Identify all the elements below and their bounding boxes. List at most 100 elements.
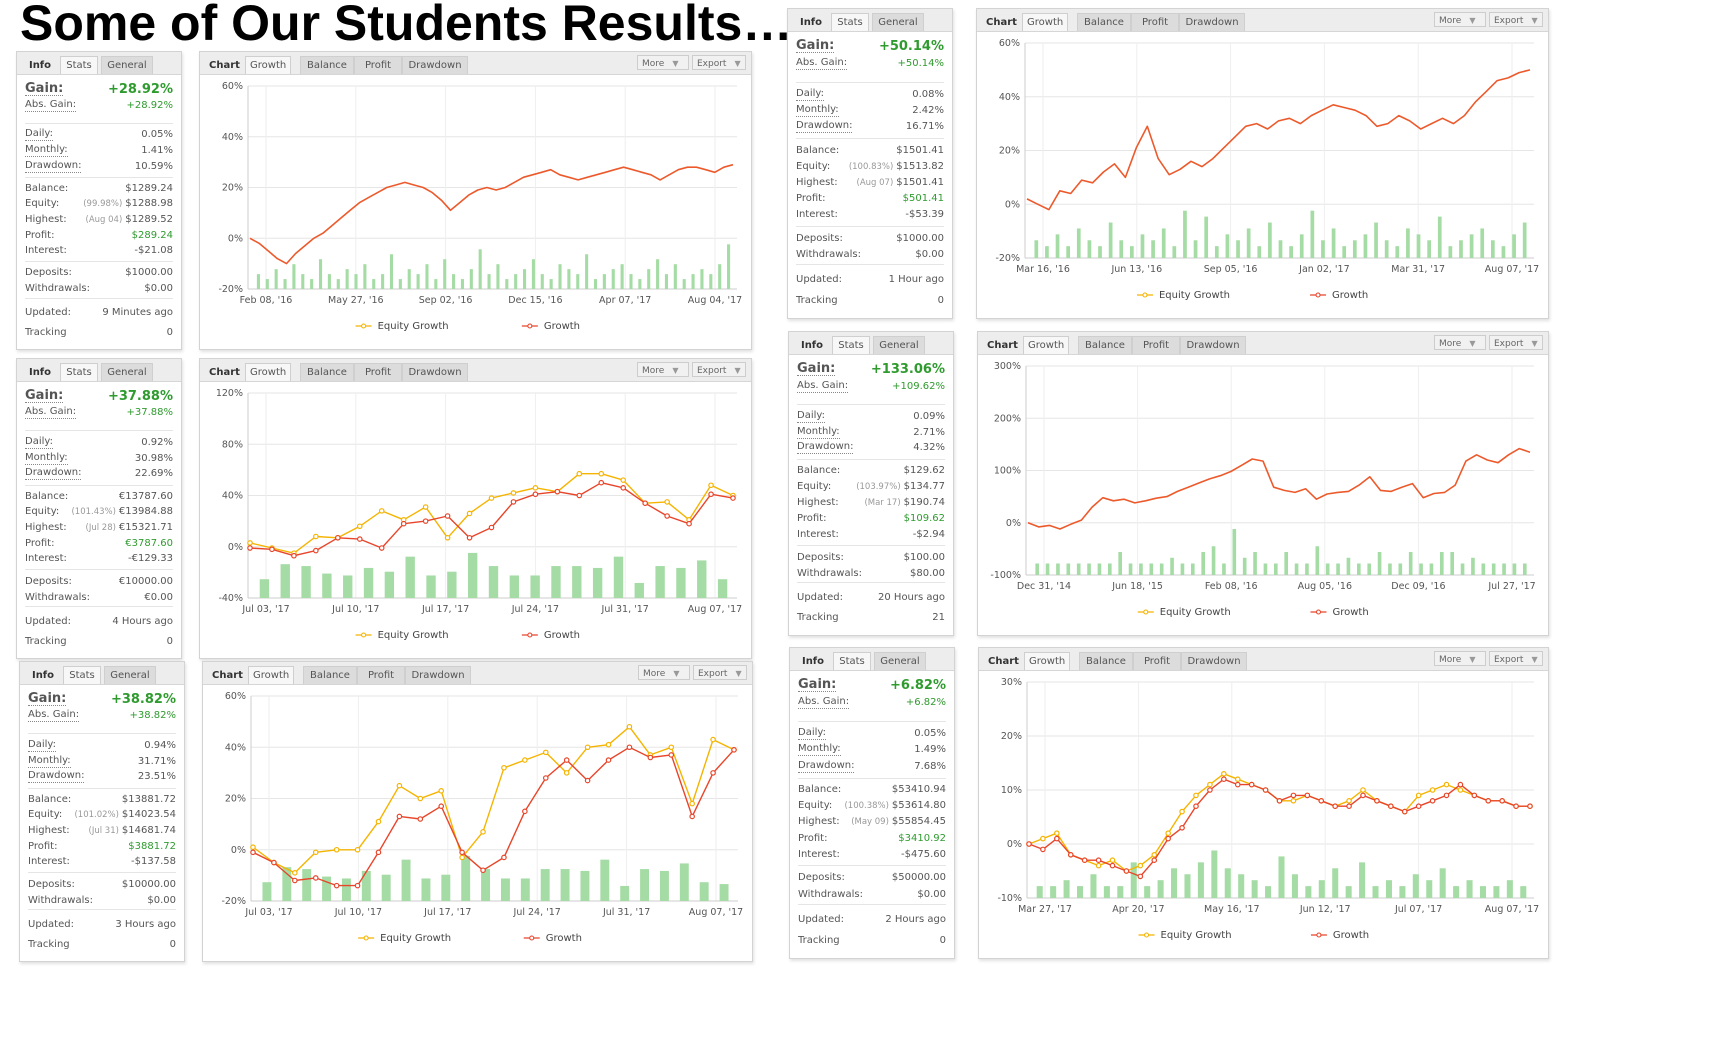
stat-value: 10.59% — [135, 159, 173, 175]
tab-general[interactable]: General — [872, 13, 924, 31]
legend-growth[interactable]: Growth — [1332, 290, 1368, 301]
more-dropdown[interactable]: More ▼ — [637, 55, 689, 70]
tab-growth[interactable]: Growth — [245, 56, 291, 74]
more-dropdown[interactable]: More ▼ — [1434, 12, 1486, 27]
tab-stats[interactable]: Stats — [60, 363, 98, 381]
tab-drawdown[interactable]: Drawdown — [1180, 336, 1246, 354]
tab-general[interactable]: General — [101, 363, 153, 381]
tab-chart[interactable]: Chart — [988, 656, 1019, 667]
legend-equity-growth[interactable]: Equity Growth — [378, 321, 449, 332]
legend-equity-growth[interactable]: Equity Growth — [378, 630, 449, 641]
legend-equity-growth[interactable]: Equity Growth — [1161, 930, 1232, 941]
more-dropdown[interactable]: More ▼ — [1434, 335, 1486, 350]
tab-drawdown[interactable]: Drawdown — [1181, 652, 1247, 670]
chevron-down-icon: ▼ — [1469, 16, 1476, 25]
volume-bar — [1427, 240, 1431, 258]
tab-drawdown[interactable]: Drawdown — [405, 666, 471, 684]
tab-chart[interactable]: Chart — [209, 60, 240, 71]
tab-stats[interactable]: Stats — [833, 652, 871, 670]
legend-growth[interactable]: Growth — [544, 321, 580, 332]
volume-bar — [421, 878, 431, 901]
export-dropdown[interactable]: Export ▼ — [693, 665, 747, 680]
tab-stats[interactable]: Stats — [63, 666, 101, 684]
tab-stats[interactable]: Stats — [831, 13, 869, 31]
tab-info[interactable]: Info — [28, 367, 52, 378]
tab-balance[interactable]: Balance — [300, 363, 354, 381]
tab-growth[interactable]: Growth — [1024, 652, 1070, 670]
export-dropdown[interactable]: Export ▼ — [692, 55, 746, 70]
tab-info[interactable]: Info — [799, 17, 823, 28]
export-dropdown[interactable]: Export ▼ — [1489, 651, 1543, 666]
tab-drawdown[interactable]: Drawdown — [1179, 13, 1245, 31]
tab-info[interactable]: Info — [800, 340, 824, 351]
tab-general[interactable]: General — [873, 336, 925, 354]
tab-info[interactable]: Info — [28, 60, 52, 71]
tab-balance[interactable]: Balance — [1079, 652, 1133, 670]
tab-balance[interactable]: Balance — [300, 56, 354, 74]
export-dropdown[interactable]: Export ▼ — [1489, 335, 1543, 350]
stat-label: Interest: — [798, 849, 840, 861]
legend-growth[interactable]: Growth — [1333, 930, 1369, 941]
volume-bar — [327, 274, 331, 289]
more-label: More — [1439, 655, 1462, 665]
stat-value-text: $1501.41 — [896, 144, 944, 156]
tab-profit[interactable]: Profit — [1132, 336, 1180, 354]
tab-chart[interactable]: Chart — [209, 367, 240, 378]
tab-info[interactable]: Info — [801, 656, 825, 667]
equity-point — [710, 736, 716, 743]
chart-tab-bar: Chart Growth Balance Profit Drawdown More ▼ Exp… — [977, 9, 1548, 32]
tab-profit[interactable]: Profit — [354, 363, 402, 381]
tab-stats[interactable]: Stats — [60, 56, 98, 74]
stat-row-interest: Interest: -$137.58 — [28, 854, 176, 870]
tab-balance[interactable]: Balance — [1077, 13, 1131, 31]
volume-bar — [613, 556, 624, 598]
volume-bar — [1098, 246, 1102, 258]
tab-growth[interactable]: Growth — [245, 363, 291, 381]
export-dropdown[interactable]: Export ▼ — [692, 362, 746, 377]
more-dropdown[interactable]: More ▼ — [638, 665, 690, 680]
stat-value: +28.92% — [108, 82, 173, 98]
legend-equity-growth[interactable]: Equity Growth — [1160, 607, 1231, 618]
stat-row-equity: Equity: (99.98%) $1288.98 — [25, 196, 173, 212]
stat-row-highest: Highest: (Aug 07) $1501.41 — [796, 175, 944, 191]
tab-profit[interactable]: Profit — [1133, 652, 1181, 670]
legend-growth[interactable]: Growth — [544, 630, 580, 641]
growth-point — [605, 757, 612, 763]
tab-chart[interactable]: Chart — [986, 17, 1017, 28]
volume-bar — [1459, 240, 1463, 258]
growth-point — [576, 492, 583, 499]
export-dropdown[interactable]: Export ▼ — [1489, 12, 1543, 27]
tab-profit[interactable]: Profit — [1131, 13, 1179, 31]
tab-info[interactable]: Info — [31, 670, 55, 681]
tab-general[interactable]: General — [874, 652, 926, 670]
legend-growth[interactable]: Growth — [546, 933, 582, 944]
more-dropdown[interactable]: More ▼ — [1434, 651, 1486, 666]
tab-growth[interactable]: Growth — [248, 666, 294, 684]
tab-general[interactable]: General — [101, 56, 153, 74]
account-chart-panel: Chart Growth Balance Profit Drawdown More ▼ Exp… — [202, 661, 753, 962]
legend-marker-growth — [1315, 292, 1321, 298]
tab-stats[interactable]: Stats — [832, 336, 870, 354]
equity-point — [417, 795, 424, 802]
stat-value: 20 Hours ago — [878, 590, 945, 606]
tab-drawdown[interactable]: Drawdown — [402, 363, 468, 381]
tab-balance[interactable]: Balance — [1078, 336, 1132, 354]
legend-equity-growth[interactable]: Equity Growth — [380, 933, 451, 944]
legend-equity-growth[interactable]: Equity Growth — [1159, 290, 1230, 301]
volume-bar — [593, 279, 598, 289]
growth-point — [554, 488, 561, 495]
growth-point — [510, 499, 517, 505]
tab-drawdown[interactable]: Drawdown — [402, 56, 468, 74]
tab-growth[interactable]: Growth — [1023, 336, 1069, 354]
legend-growth[interactable]: Growth — [1332, 607, 1368, 618]
tab-general[interactable]: General — [104, 666, 156, 684]
growth-point — [292, 877, 298, 884]
tab-chart[interactable]: Chart — [987, 340, 1018, 351]
tab-profit[interactable]: Profit — [354, 56, 402, 74]
tab-growth[interactable]: Growth — [1022, 13, 1068, 31]
more-dropdown[interactable]: More ▼ — [637, 362, 689, 377]
tab-chart[interactable]: Chart — [212, 670, 243, 681]
tab-balance[interactable]: Balance — [303, 666, 357, 684]
tab-profit[interactable]: Profit — [357, 666, 405, 684]
stat-label: Highest: — [25, 214, 67, 225]
